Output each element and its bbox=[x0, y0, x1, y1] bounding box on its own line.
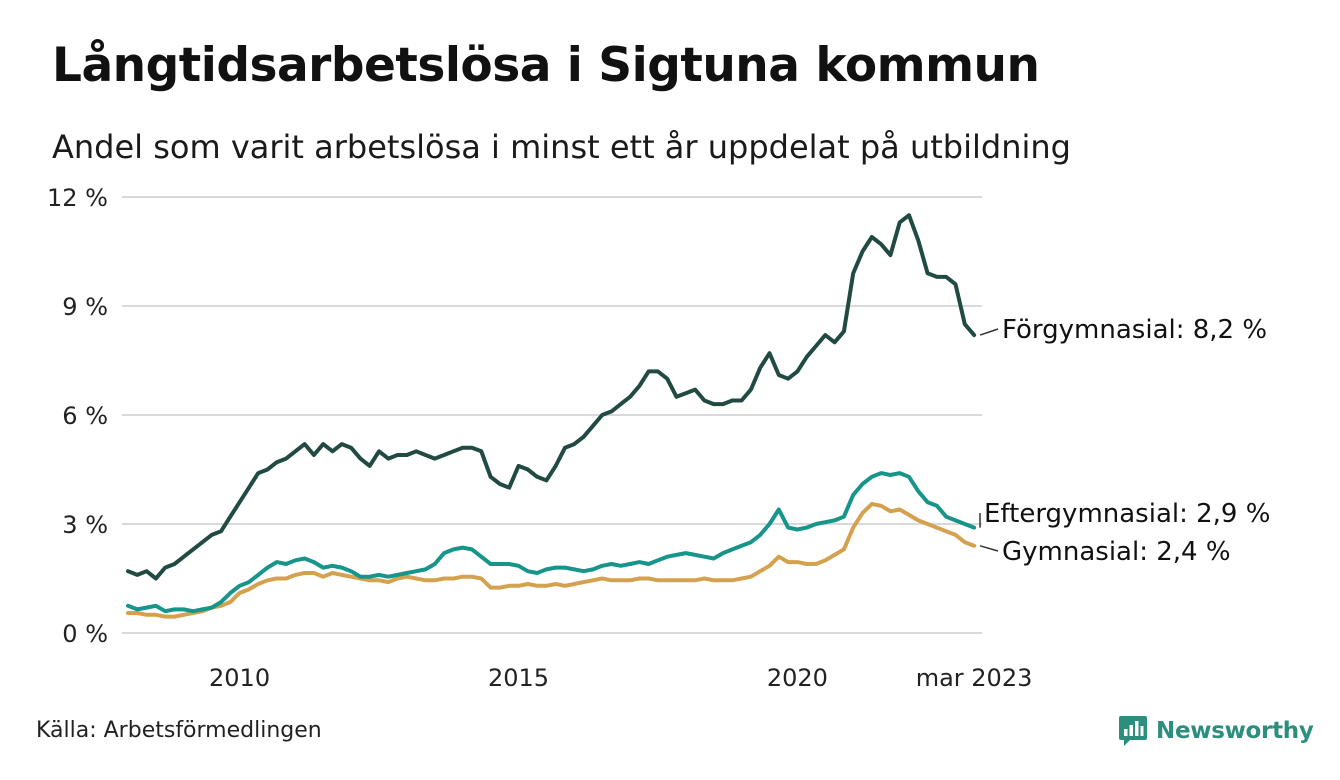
y-tick-label: 6 % bbox=[62, 402, 108, 430]
brand-logo[interactable]: Newsworthy bbox=[1118, 714, 1314, 748]
y-axis-ticks: 0 % 3 % 6 % 9 % 12 % bbox=[47, 184, 108, 648]
x-tick-label: mar 2023 bbox=[916, 664, 1033, 692]
series-end-label: Gymnasial: 2,4 % bbox=[1002, 537, 1231, 567]
chart-logo-icon bbox=[1119, 716, 1147, 746]
gridlines bbox=[122, 196, 982, 634]
x-axis-ticks: 2010 2015 2020 mar 2023 bbox=[209, 664, 1032, 692]
chart-title: Långtidsarbetslösa i Sigtuna kommun bbox=[52, 38, 1040, 93]
brand-name: Newsworthy bbox=[1156, 718, 1314, 744]
x-tick-label: 2020 bbox=[767, 664, 828, 692]
x-tick-label: 2015 bbox=[488, 664, 549, 692]
series-line-förgymnasial bbox=[126, 213, 977, 581]
series-end-labels: Förgymnasial: 8,2 % Eftergymnasial: 2,9 %… bbox=[979, 315, 1270, 567]
series-line-eftergymnasial bbox=[126, 471, 977, 614]
series-lines bbox=[126, 213, 977, 619]
series-end-label: Förgymnasial: 8,2 % bbox=[1002, 315, 1267, 345]
y-tick-label: 3 % bbox=[62, 511, 108, 539]
x-tick-label: 2010 bbox=[209, 664, 270, 692]
series-line-gymnasial bbox=[126, 502, 977, 619]
y-tick-label: 0 % bbox=[62, 620, 108, 648]
source-note: Källa: Arbetsförmedlingen bbox=[36, 718, 322, 743]
label-leader-line bbox=[979, 328, 999, 336]
y-tick-label: 12 % bbox=[47, 184, 108, 212]
series-end-label: Eftergymnasial: 2,9 % bbox=[984, 499, 1270, 529]
chart-subtitle: Andel som varit arbetslösa i minst ett å… bbox=[52, 128, 1071, 166]
label-leader-line bbox=[979, 545, 999, 552]
y-tick-label: 9 % bbox=[62, 293, 108, 321]
